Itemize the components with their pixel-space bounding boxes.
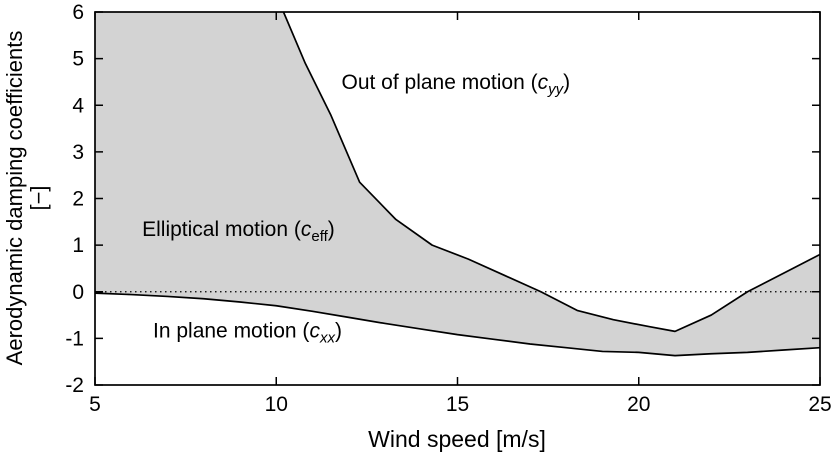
x-tick-label: 5 [89,393,101,416]
elliptical-motion-region [95,12,820,356]
y-tick-label: 4 [72,94,84,117]
x-tick-label: 25 [808,393,831,416]
y-tick-label: 0 [72,281,84,304]
y-tick-label: 5 [72,48,84,71]
y-axis-label-line1: Aerodynamic damping coefficients [2,31,27,366]
y-tick-label: -1 [65,327,84,350]
y-tick-label: -2 [65,374,84,397]
x-tick-label: 15 [446,393,469,416]
x-tick-label: 20 [627,393,650,416]
plot-area: 5 10 15 20 25 -2 -1 0 1 2 3 4 5 6 Out of plane motion … [65,1,831,416]
y-tick-label: 1 [72,234,84,257]
y-tick-label: 2 [72,188,84,211]
y-tick-label: 6 [72,1,84,24]
y-tick-label: 3 [72,141,84,164]
y-axis-label-line2: [−] [26,185,51,210]
x-tick-label: 10 [265,393,288,416]
label-out-of-plane: Out of plane motion (cyy) [342,71,571,98]
curve-in-plane [95,292,820,357]
x-axis-label: Wind speed [m/s] [368,426,546,452]
curve-out-of-plane [282,12,820,333]
label-elliptical: Elliptical motion (ceff) [142,218,335,245]
label-in-plane: In plane motion (cxx) [153,319,342,346]
